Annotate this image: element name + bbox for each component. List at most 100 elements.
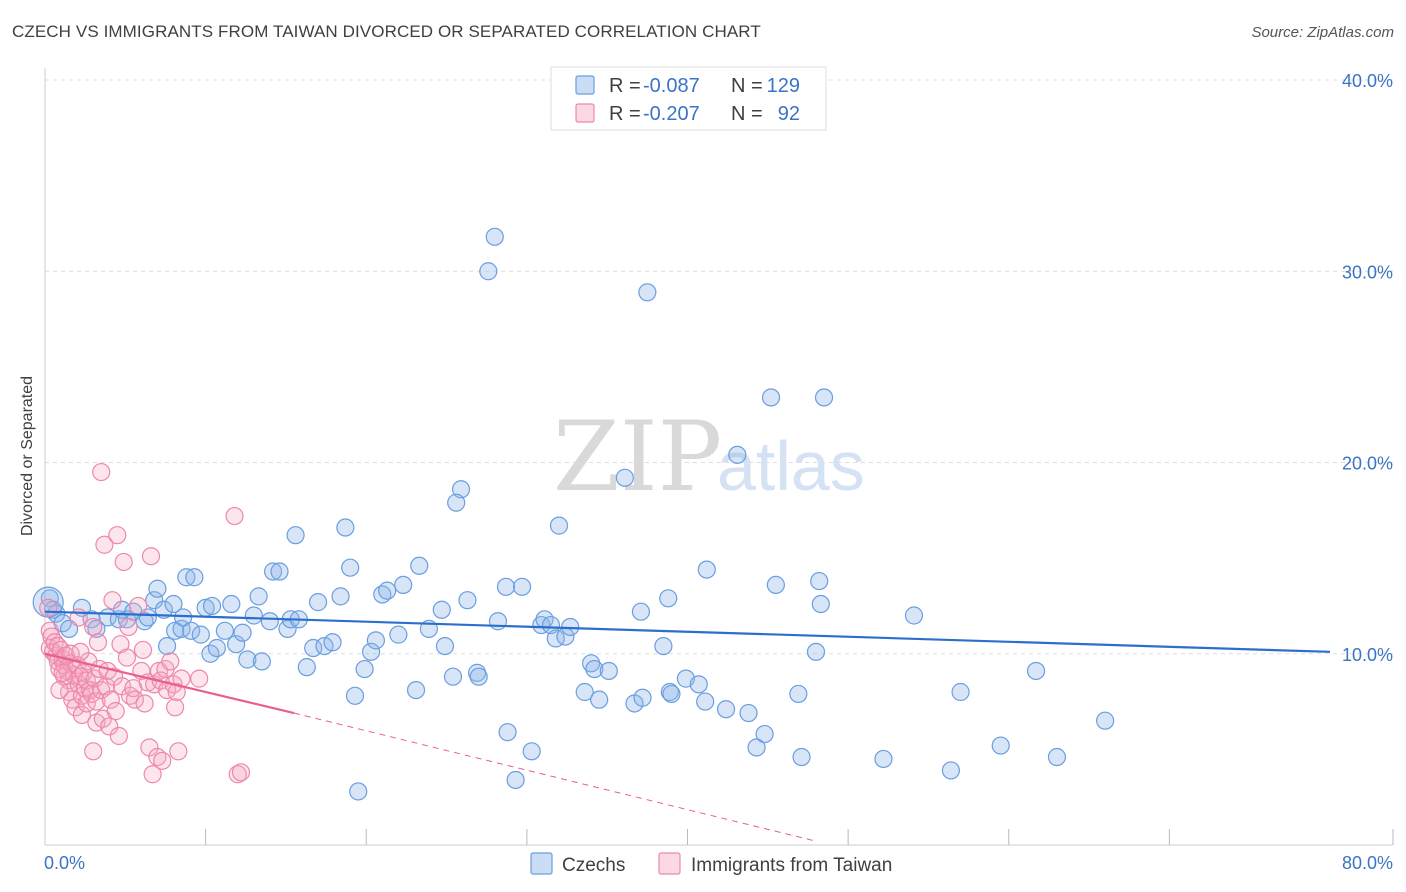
taiwan-point (101, 690, 120, 709)
series-swatch-taiwan[interactable] (658, 852, 681, 875)
czechs-point (585, 659, 604, 679)
y-tick-label: 20.0% (1342, 454, 1393, 474)
czechs-point (345, 686, 365, 705)
taiwan-point (71, 642, 90, 661)
taiwan-point (166, 698, 185, 717)
taiwan-point (161, 652, 180, 671)
taiwan-point (228, 765, 247, 784)
y-tick-label: 10.0% (1342, 645, 1393, 665)
czechs-point (182, 621, 201, 640)
czechs-point (154, 600, 173, 619)
czechs-point (406, 680, 426, 700)
czechs-point (755, 724, 774, 744)
czechs-point (662, 684, 681, 704)
czechs-point (814, 388, 834, 407)
czechs-point (951, 682, 970, 702)
czechs-point (488, 612, 508, 631)
taiwan-point (88, 633, 108, 652)
chart-title: CZECH VS IMMIGRANTS FROM TAIWAN DIVORCED… (12, 22, 761, 41)
czechs-point (498, 723, 517, 742)
taiwan-point (103, 591, 122, 610)
watermark-atlas: atlas (717, 427, 865, 505)
czechs-point (522, 742, 541, 761)
x-tick-label-min: 0.0% (44, 853, 85, 873)
legend-r-label-1: R = (609, 75, 641, 97)
taiwan-point (100, 717, 119, 736)
legend-r-value-2: -0.207 (643, 103, 700, 125)
czechs-point (249, 587, 268, 606)
czechs-point (227, 635, 246, 654)
czechs-point (443, 667, 463, 686)
czechs-point (615, 468, 634, 487)
czechs-point (485, 227, 504, 246)
taiwan-point (106, 702, 125, 721)
series-legend: Czechs Immigrants from Taiwan (530, 852, 892, 876)
czechs-trend-line (44, 610, 1331, 653)
series-label-taiwan[interactable]: Immigrants from Taiwan (691, 855, 892, 876)
czechs-point (145, 591, 164, 610)
czechs-point (215, 621, 234, 640)
czechs-point (739, 703, 758, 723)
czechs-point (32, 586, 64, 618)
czechs-point (941, 761, 961, 780)
czechs-point (811, 594, 830, 614)
taiwan-point (231, 763, 251, 782)
correlation-legend: R = -0.087 N = 129 R = -0.207 N = 92 (550, 66, 827, 131)
series-swatch-czechs[interactable] (530, 852, 553, 875)
czechs-point (361, 642, 381, 661)
czechs-point (512, 577, 532, 596)
czechs-point (659, 589, 678, 608)
czechs-point (336, 518, 355, 537)
czechs-point (1026, 661, 1046, 681)
czechs-point (496, 577, 516, 596)
czechs-point (689, 675, 708, 694)
taiwan-point (125, 690, 145, 709)
czechs-point (297, 658, 316, 677)
czechs-point (174, 608, 193, 627)
czechs-point (479, 262, 498, 281)
series-label-czechs[interactable]: Czechs (562, 855, 625, 876)
y-tick-label: 40.0% (1342, 71, 1393, 91)
czechs-point (185, 568, 204, 587)
taiwan-point (135, 694, 154, 713)
legend-swatch-czechs (575, 75, 595, 95)
legend-r-value-1: -0.087 (643, 75, 700, 97)
czechs-point (410, 556, 429, 575)
taiwan-point (169, 742, 188, 761)
czechs-point (599, 661, 618, 681)
czechs-point (349, 782, 368, 801)
czechs-point (575, 682, 594, 702)
taiwan-point (92, 462, 111, 482)
czechs-point (806, 642, 826, 661)
czechs-point (696, 692, 715, 711)
czechs-point (874, 749, 893, 769)
taiwan-point (109, 726, 128, 746)
taiwan-point (87, 692, 106, 711)
czechs-point (331, 587, 350, 606)
taiwan-point (72, 705, 92, 725)
taiwan-point (133, 640, 153, 660)
watermark-zip: ZIP (553, 401, 722, 513)
czechs-point (252, 652, 271, 671)
czechs-point (87, 619, 106, 638)
legend-box (550, 66, 827, 131)
taiwan-point (119, 617, 138, 637)
czechs-point (654, 636, 673, 656)
czechs-point (506, 770, 525, 790)
taiwan-point (39, 598, 58, 617)
taiwan-point (114, 552, 133, 572)
legend-swatch-taiwan (575, 103, 595, 123)
legend-n-value-2: 92 (778, 103, 800, 125)
czechs-point (451, 480, 471, 499)
gridlines (45, 79, 1393, 655)
taiwan-point (117, 648, 137, 667)
czechs-point (435, 636, 455, 656)
czechs-point (366, 631, 385, 650)
czechs-point (164, 594, 183, 614)
legend-n-label-1: N = (731, 75, 763, 97)
taiwan-points (39, 462, 251, 784)
czechs-point (233, 623, 252, 642)
czechs-point (238, 650, 257, 669)
legend-r-label-2: R = (609, 103, 641, 125)
